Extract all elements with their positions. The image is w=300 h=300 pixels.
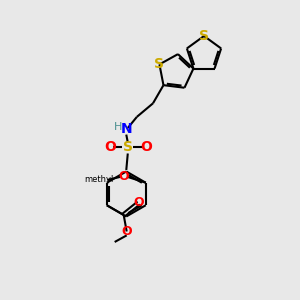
Text: methyl: methyl (84, 176, 114, 184)
Text: N: N (121, 122, 132, 136)
Text: O: O (140, 140, 152, 154)
Text: O: O (119, 170, 129, 183)
Text: H: H (114, 122, 122, 132)
Text: O: O (134, 196, 144, 209)
Text: S: S (199, 29, 209, 43)
Text: S: S (123, 140, 133, 154)
Text: O: O (104, 140, 116, 154)
Text: O: O (122, 225, 132, 238)
Text: S: S (154, 57, 164, 71)
